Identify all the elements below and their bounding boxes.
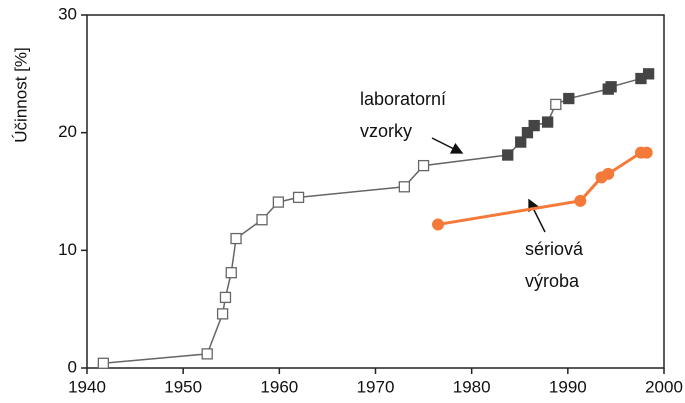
plot-frame bbox=[86, 14, 665, 369]
point bbox=[417, 159, 430, 172]
point bbox=[432, 218, 445, 231]
annotation: vzorky bbox=[360, 121, 412, 141]
point bbox=[230, 232, 242, 245]
point bbox=[398, 181, 411, 193]
point bbox=[201, 348, 213, 360]
y-tick-label: 10 bbox=[58, 240, 77, 259]
annotation: laboratorní bbox=[360, 89, 446, 109]
point bbox=[541, 116, 554, 128]
point bbox=[256, 214, 268, 226]
point bbox=[521, 127, 534, 139]
point bbox=[640, 146, 653, 159]
point bbox=[216, 308, 229, 320]
point bbox=[605, 81, 617, 93]
y-tick-label: 30 bbox=[58, 4, 77, 23]
point bbox=[528, 119, 540, 132]
series-line bbox=[103, 73, 650, 365]
point bbox=[574, 194, 587, 207]
point bbox=[550, 98, 562, 111]
x-tick-label: 1960 bbox=[260, 377, 298, 396]
x-tick-label: 1980 bbox=[453, 377, 491, 396]
x-tick-label: 1970 bbox=[357, 377, 395, 396]
point bbox=[502, 149, 514, 161]
point bbox=[219, 291, 232, 304]
y-axis-label: Účinnost [%] bbox=[11, 47, 30, 142]
x-tick-label: 1940 bbox=[68, 377, 106, 396]
annotation: sériová bbox=[525, 239, 584, 259]
x-tick-label: 1950 bbox=[164, 377, 202, 396]
point bbox=[225, 267, 237, 279]
point bbox=[642, 68, 655, 80]
annotation: výroba bbox=[525, 271, 580, 291]
point bbox=[272, 196, 285, 208]
x-tick-label: 1990 bbox=[549, 377, 587, 396]
x-tick-label: 2000 bbox=[645, 377, 683, 396]
y-tick-label: 20 bbox=[58, 122, 77, 141]
point bbox=[515, 136, 527, 148]
series-line bbox=[437, 151, 647, 226]
point bbox=[292, 191, 305, 204]
point bbox=[97, 357, 109, 369]
point bbox=[602, 167, 615, 180]
arrow bbox=[528, 198, 546, 233]
y-tick-label: 0 bbox=[68, 357, 77, 376]
arrow bbox=[431, 137, 464, 154]
point bbox=[563, 92, 575, 105]
